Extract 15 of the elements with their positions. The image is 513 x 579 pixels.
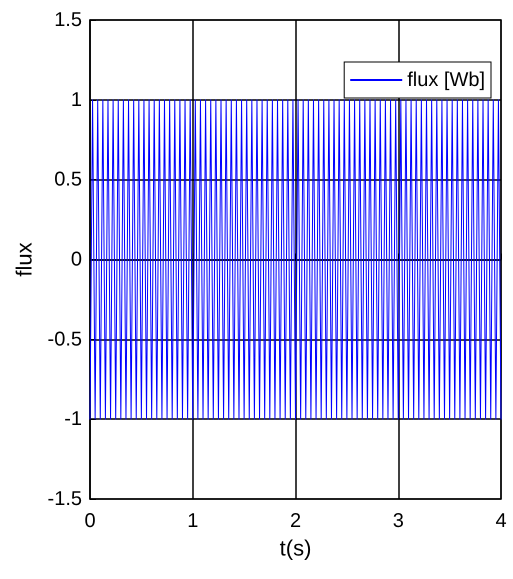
- legend-label: flux [Wb]: [407, 69, 486, 91]
- y-tick-label: 1: [70, 88, 82, 111]
- y-tick-label: 0.5: [54, 168, 82, 191]
- x-tick-label: 0: [84, 510, 96, 532]
- x-tick-label: 1: [187, 510, 198, 532]
- y-tick-label: -1.5: [48, 488, 82, 510]
- y-axis-title: flux: [12, 242, 36, 277]
- x-tick-label: 4: [495, 510, 507, 532]
- y-tick-label: -1: [64, 408, 82, 430]
- y-tick-label: 0: [70, 248, 82, 270]
- y-tick-label: -0.5: [48, 328, 82, 350]
- x-axis-title: t(s): [280, 536, 312, 560]
- x-tick-label: 2: [290, 510, 302, 532]
- x-tick-label: 3: [392, 510, 404, 532]
- y-tick-label: 1.5: [54, 9, 82, 31]
